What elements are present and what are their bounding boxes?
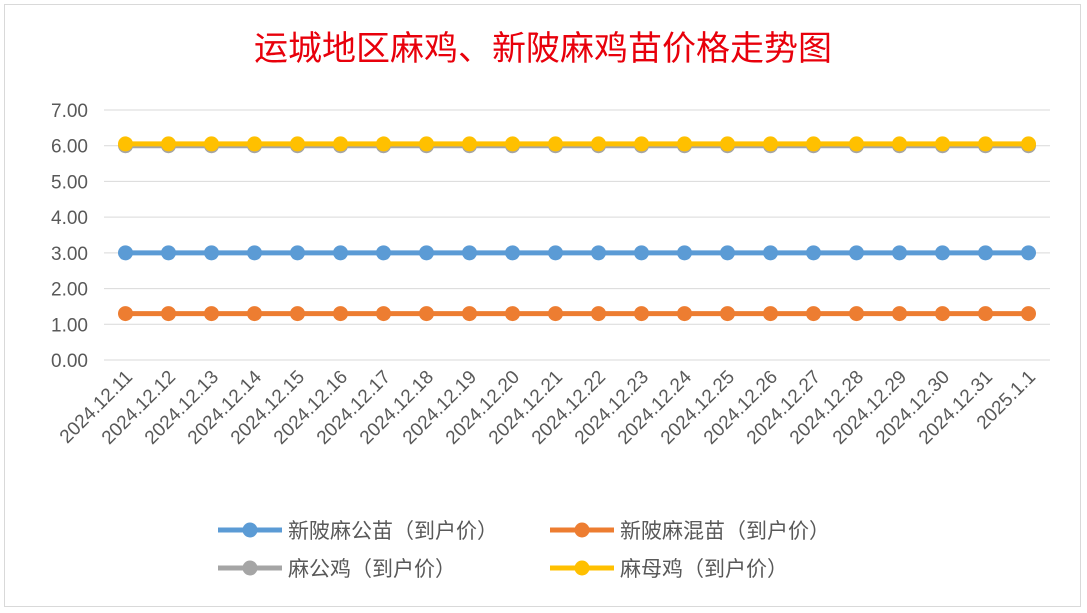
data-point bbox=[591, 136, 606, 152]
data-point bbox=[677, 245, 692, 261]
data-point bbox=[978, 245, 993, 261]
data-point bbox=[634, 306, 649, 322]
data-point bbox=[505, 136, 520, 152]
data-point bbox=[677, 136, 692, 152]
legend-swatch-marker bbox=[242, 522, 258, 538]
legend-label: 麻公鸡（到户价） bbox=[288, 557, 456, 581]
data-point bbox=[548, 306, 563, 322]
data-point bbox=[204, 306, 219, 322]
data-point bbox=[892, 136, 907, 152]
legend-swatch-marker bbox=[242, 560, 258, 576]
data-point bbox=[462, 136, 477, 152]
data-point bbox=[161, 245, 176, 261]
data-point bbox=[548, 136, 563, 152]
x-axis-ticks: 2024.12.112024.12.122024.12.132024.12.14… bbox=[56, 366, 1040, 448]
legend-label: 麻母鸡（到户价） bbox=[620, 557, 788, 581]
y-tick-label: 1.00 bbox=[51, 315, 88, 336]
y-tick-label: 7.00 bbox=[51, 101, 88, 122]
data-point bbox=[849, 136, 864, 152]
data-point bbox=[591, 306, 606, 322]
y-axis-ticks: 0.00 1.00 2.00 3.00 4.00 5.00 6.00 7.00 bbox=[51, 101, 88, 372]
data-point bbox=[806, 245, 821, 261]
y-tick-label: 3.00 bbox=[51, 244, 88, 265]
data-point bbox=[161, 136, 176, 152]
legend-entry: 新陂麻公苗（到户价） bbox=[218, 519, 498, 543]
legend-swatch-marker bbox=[574, 522, 590, 538]
y-tick-label: 6.00 bbox=[51, 137, 88, 158]
legend-entry: 麻母鸡（到户价） bbox=[550, 557, 788, 581]
legend-label: 新陂麻公苗（到户价） bbox=[288, 519, 498, 543]
data-point bbox=[462, 245, 477, 261]
data-point bbox=[419, 245, 434, 261]
data-point bbox=[290, 245, 305, 261]
data-point bbox=[763, 306, 778, 322]
legend: 新陂麻公苗（到户价） 新陂麻混苗（到户价） 麻公鸡（到户价） 麻母鸡（到户价） bbox=[218, 519, 830, 581]
data-point bbox=[720, 306, 735, 322]
data-point bbox=[462, 306, 477, 322]
data-point bbox=[118, 245, 133, 261]
data-point bbox=[806, 136, 821, 152]
data-point bbox=[892, 306, 907, 322]
data-point bbox=[419, 306, 434, 322]
data-point bbox=[849, 306, 864, 322]
data-point bbox=[935, 306, 950, 322]
data-point bbox=[118, 136, 133, 152]
data-point bbox=[634, 136, 649, 152]
chart-frame bbox=[4, 4, 1081, 607]
data-point bbox=[892, 245, 907, 261]
data-point bbox=[204, 245, 219, 261]
data-point bbox=[763, 136, 778, 152]
data-point bbox=[720, 136, 735, 152]
data-point bbox=[161, 306, 176, 322]
data-point bbox=[1021, 136, 1036, 152]
data-point bbox=[333, 136, 348, 152]
data-point bbox=[548, 245, 563, 261]
data-point bbox=[505, 245, 520, 261]
data-point bbox=[290, 306, 305, 322]
data-point bbox=[978, 306, 993, 322]
y-tick-label: 5.00 bbox=[51, 172, 88, 193]
data-point bbox=[376, 245, 391, 261]
data-point bbox=[634, 245, 649, 261]
data-point bbox=[376, 136, 391, 152]
data-point bbox=[978, 136, 993, 152]
data-point bbox=[419, 136, 434, 152]
legend-entry: 麻公鸡（到户价） bbox=[218, 557, 456, 581]
data-point bbox=[333, 245, 348, 261]
data-point bbox=[1021, 306, 1036, 322]
legend-swatch-marker bbox=[574, 560, 590, 576]
data-point bbox=[849, 245, 864, 261]
data-point bbox=[333, 306, 348, 322]
data-point bbox=[806, 306, 821, 322]
y-tick-label: 0.00 bbox=[51, 351, 88, 372]
data-point bbox=[247, 245, 262, 261]
series-0 bbox=[118, 245, 1036, 261]
legend-label: 新陂麻混苗（到户价） bbox=[620, 519, 830, 543]
y-tick-label: 4.00 bbox=[51, 208, 88, 229]
data-point bbox=[677, 306, 692, 322]
data-point bbox=[247, 136, 262, 152]
data-point bbox=[204, 136, 219, 152]
series-1 bbox=[118, 306, 1036, 322]
data-point bbox=[763, 245, 778, 261]
data-point bbox=[1021, 245, 1036, 261]
data-point bbox=[591, 245, 606, 261]
data-point bbox=[376, 306, 391, 322]
chart-title: 运城地区麻鸡、新陂麻鸡苗价格走势图 bbox=[254, 29, 832, 69]
series-3 bbox=[118, 136, 1036, 152]
data-point bbox=[505, 306, 520, 322]
data-point bbox=[290, 136, 305, 152]
series-lines bbox=[118, 136, 1036, 322]
data-point bbox=[247, 306, 262, 322]
legend-entry: 新陂麻混苗（到户价） bbox=[550, 519, 830, 543]
data-point bbox=[720, 245, 735, 261]
data-point bbox=[935, 136, 950, 152]
data-point bbox=[118, 306, 133, 322]
y-tick-label: 2.00 bbox=[51, 280, 88, 301]
data-point bbox=[935, 245, 950, 261]
